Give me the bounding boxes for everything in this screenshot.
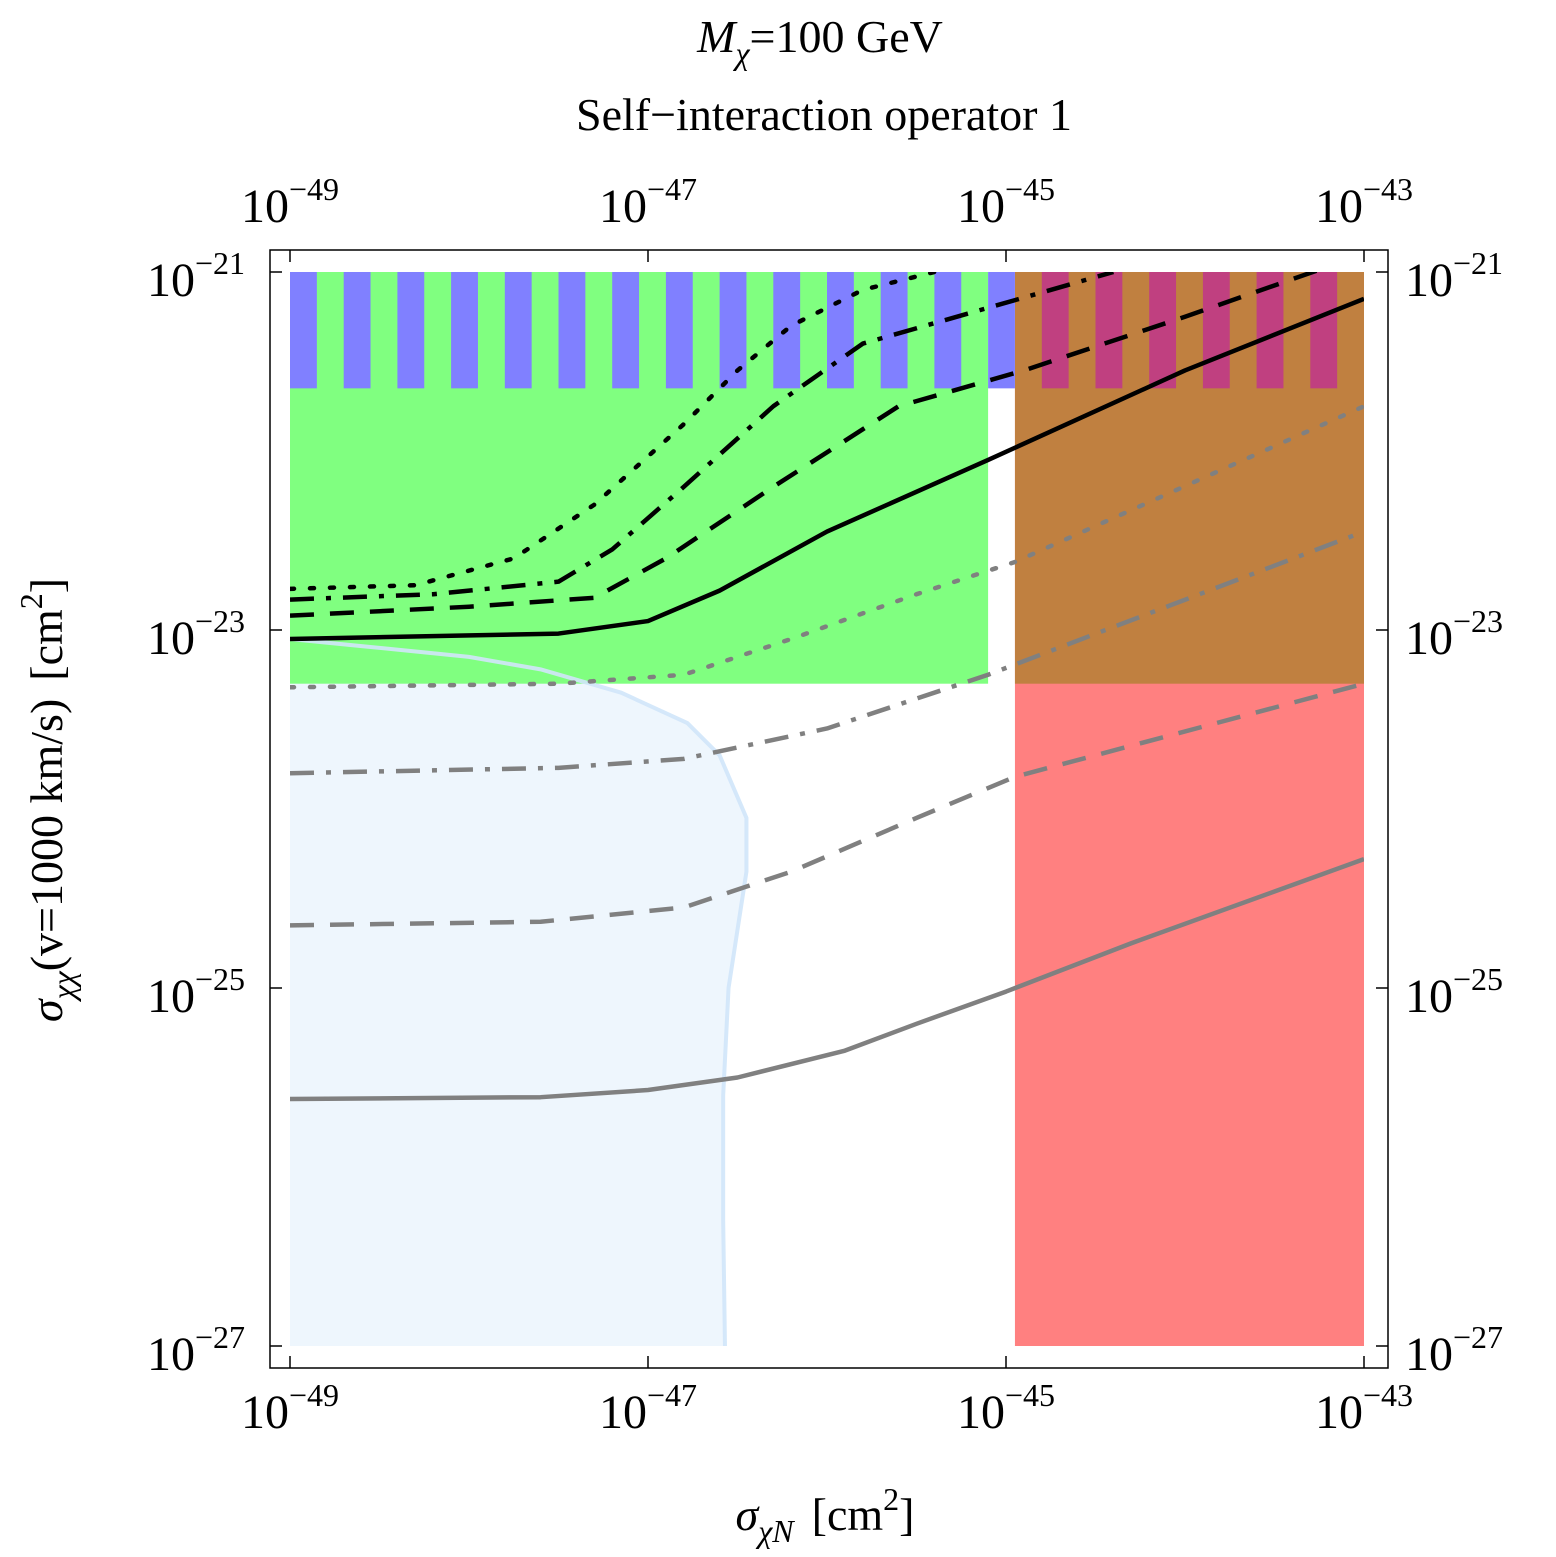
- y-tick-label-left-exp: −23: [195, 603, 245, 639]
- x-tick-label-bottom-base: 10: [957, 1386, 1005, 1439]
- y-tick-label-left: 10−23: [147, 603, 245, 665]
- x-axis-units-close: ]: [899, 1489, 914, 1540]
- y-tick-label-right-exp: −23: [1453, 603, 1503, 639]
- x-tick-label-bottom-base: 10: [241, 1386, 289, 1439]
- x-tick-label-bottom: 10−43: [1315, 1377, 1413, 1439]
- stripe-7: [612, 272, 640, 389]
- stripe-4: [451, 272, 478, 389]
- stripe-2: [343, 272, 371, 389]
- x-tick-label-top-exp: −47: [647, 171, 697, 207]
- stripe-1: [290, 272, 317, 389]
- y-tick-label-left-exp: −27: [195, 1319, 245, 1355]
- chart-title-line2: Self−interaction operator 1: [576, 89, 1072, 140]
- y-tick-label-left-base: 10: [147, 1328, 195, 1381]
- stripe-13: [934, 272, 962, 389]
- y-tick-label-left: 10−21: [147, 245, 245, 307]
- y-tick-label-right-base: 10: [1405, 1328, 1453, 1381]
- regions-layer: [289, 272, 1364, 1347]
- stripe-18: [1202, 272, 1230, 389]
- y-axis-units-sup: 2: [13, 593, 49, 609]
- y-tick-label-right-base: 10: [1405, 970, 1453, 1023]
- y-tick-label-right-exp: −21: [1453, 245, 1503, 281]
- x-tick-label-top: 10−45: [957, 171, 1055, 233]
- black-dashed: [290, 272, 1320, 618]
- y-axis-sub: χχ: [45, 970, 81, 1002]
- x-axis-units-sup: 2: [883, 1481, 899, 1517]
- y-tick-label-right-exp: −27: [1453, 1319, 1503, 1355]
- ticks-layer: 10−4910−4910−4710−4710−4510−4510−4310−43…: [147, 171, 1503, 1439]
- x-tick-label-bottom-exp: −47: [647, 1377, 697, 1413]
- y-tick-label-right: 10−23: [1405, 603, 1503, 665]
- y-tick-label-right-base: 10: [1405, 612, 1453, 665]
- stripe-16: [1095, 272, 1123, 389]
- y-tick-label-left-base: 10: [147, 612, 195, 665]
- x-tick-label-bottom-base: 10: [1315, 1386, 1363, 1439]
- x-tick-label-top-base: 10: [1315, 180, 1363, 233]
- title-symbol-m: M: [696, 11, 738, 62]
- y-tick-label-left: 10−25: [147, 961, 245, 1023]
- chart-title-line1: Mχ=100 GeV: [696, 11, 943, 71]
- x-tick-label-bottom-exp: −45: [1005, 1377, 1055, 1413]
- x-tick-label-top-base: 10: [599, 180, 647, 233]
- x-tick-label-bottom-exp: −43: [1363, 1377, 1413, 1413]
- x-tick-label-top-base: 10: [957, 180, 1005, 233]
- y-tick-label-right-base: 10: [1405, 254, 1453, 307]
- x-tick-label-top-exp: −45: [1005, 171, 1055, 207]
- stripe-3: [397, 272, 425, 389]
- y-axis-units-close: ]: [21, 578, 72, 593]
- overlap-band: [1014, 272, 1364, 684]
- x-tick-label-top: 10−43: [1315, 171, 1413, 233]
- y-tick-label-left: 10−27: [147, 1319, 245, 1381]
- y-tick-label-right: 10−27: [1405, 1319, 1503, 1381]
- y-tick-label-right: 10−25: [1405, 961, 1503, 1023]
- x-tick-label-top-exp: −43: [1363, 171, 1413, 207]
- gray-solid: [290, 857, 1364, 1102]
- y-axis-velocity: (v=1000 km/s): [21, 699, 72, 972]
- stripe-8: [665, 272, 693, 389]
- y-tick-label-left-base: 10: [147, 970, 195, 1023]
- stripe-20: [1310, 272, 1338, 389]
- x-axis-sub: χN: [755, 1513, 795, 1549]
- title-mass-value: =100 GeV: [750, 11, 943, 62]
- x-tick-label-bottom: 10−47: [599, 1377, 697, 1439]
- gray-dotted: [290, 404, 1364, 690]
- stripe-17: [1149, 272, 1177, 389]
- x-tick-label-bottom-base: 10: [599, 1386, 647, 1439]
- stripe-9: [719, 272, 747, 389]
- x-tick-label-top: 10−47: [599, 171, 697, 233]
- y-axis-units: [cm: [21, 609, 72, 681]
- y-axis-label: σχχ(v=1000 km/s) [cm2]: [13, 578, 81, 1022]
- black-dotted: [290, 272, 937, 592]
- black-solid: [290, 296, 1364, 642]
- x-tick-label-bottom: 10−49: [241, 1377, 339, 1439]
- x-tick-label-bottom-exp: −49: [289, 1377, 339, 1413]
- stripe-14: [988, 272, 1015, 389]
- black-dashdot: [290, 272, 1115, 602]
- x-axis-units: [cm: [812, 1489, 884, 1540]
- y-tick-label-left-exp: −21: [195, 245, 245, 281]
- x-tick-label-top-base: 10: [241, 180, 289, 233]
- title-symbol-sub: χ: [732, 35, 750, 71]
- x-tick-label-bottom: 10−45: [957, 1377, 1055, 1439]
- gray-dashdot: [290, 529, 1364, 776]
- light-blue-boundary: [289, 636, 749, 1347]
- x-tick-label-top-exp: −49: [289, 171, 339, 207]
- y-tick-label-right: 10−21: [1405, 245, 1503, 307]
- y-tick-label-left-exp: −25: [195, 961, 245, 997]
- stripe-15: [1041, 272, 1069, 389]
- stripe-5: [504, 272, 532, 389]
- curves-layer: [290, 272, 1364, 1102]
- x-axis-symbol: σ: [736, 1489, 761, 1540]
- y-tick-label-right-exp: −25: [1453, 961, 1503, 997]
- gray-dashed: [290, 681, 1364, 928]
- plot-frame: [269, 249, 1389, 1369]
- y-tick-label-left-base: 10: [147, 254, 195, 307]
- stripe-11: [827, 272, 854, 389]
- x-axis-label: σχN [cm2]: [736, 1481, 915, 1549]
- light-blue-region: [290, 638, 747, 1346]
- x-tick-label-top: 10−49: [241, 171, 339, 233]
- stripe-6: [558, 272, 586, 389]
- y-axis-symbol: σ: [21, 997, 72, 1022]
